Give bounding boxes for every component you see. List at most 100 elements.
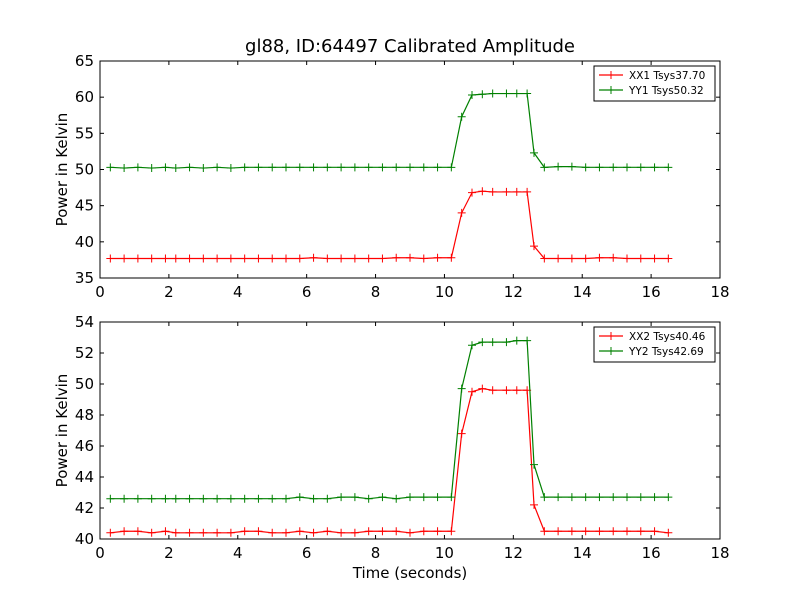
bottom-series-2-point [540, 493, 549, 502]
top-series-1-point [502, 187, 511, 196]
figure-title: gl88, ID:64497 Calibrated Amplitude [245, 36, 575, 57]
bottom-series-2-point [554, 493, 563, 502]
bottom-series-1-point [106, 528, 115, 537]
top-series-2-point [161, 163, 170, 172]
bottom-series-2-point [133, 494, 142, 503]
bottom-series-1-point [268, 528, 277, 537]
bottom-x-tick-label: 8 [371, 544, 381, 562]
top-series-1-point [199, 254, 208, 263]
top-series-1-point [406, 253, 414, 262]
bottom-x-tick-label: 0 [95, 544, 105, 562]
top-series-1-point [664, 254, 673, 263]
bottom-series-1-point [120, 527, 129, 536]
bottom-series-2-point [337, 493, 346, 502]
top-series-2-point [282, 163, 290, 172]
top-series-2-point [295, 163, 304, 172]
bottom-series-2-point [240, 494, 249, 503]
bottom-series-1-point [254, 527, 263, 536]
top-series-2-point [530, 148, 538, 157]
top-series-2-point [147, 164, 156, 173]
top-series-1-point [636, 254, 645, 263]
top-series-1-point [530, 242, 538, 251]
bottom-series-1-point [378, 527, 387, 536]
top-series-2-point [378, 163, 387, 172]
top-y-tick-label: 55 [75, 124, 94, 142]
top-series-1-point [478, 187, 487, 196]
bottom-series-2-point [106, 494, 115, 503]
bottom-y-axis-label: Power in Kelvin [53, 374, 71, 488]
top-series-2-point [512, 89, 521, 98]
top-series-1-point [378, 254, 387, 263]
bottom-series-1-point [468, 387, 476, 396]
top-series-1-point [226, 254, 235, 263]
bottom-series-1-point [350, 528, 359, 537]
bottom-y-tick-label: 42 [75, 499, 94, 517]
bottom-y-tick-label: 52 [75, 344, 94, 362]
top-series-2-point [623, 163, 631, 172]
top-series-1-point [364, 254, 373, 263]
top-series-2-point [337, 163, 346, 172]
top-series-2-point [468, 90, 476, 99]
bottom-x-tick-label: 14 [573, 544, 592, 562]
top-series-1-point [268, 254, 277, 263]
bottom-series-2-point [392, 494, 401, 503]
top-series-2-point [502, 89, 511, 98]
top-series-2-point [581, 163, 590, 172]
bottom-series-1-point [502, 386, 511, 395]
top-x-tick-label: 12 [504, 283, 523, 301]
bottom-series-1-point [364, 527, 373, 536]
bottom-series-1-point [323, 527, 332, 536]
bottom-series-1-point [199, 528, 208, 537]
top-y-tick-label: 35 [75, 269, 94, 287]
bottom-series-1-point [295, 527, 304, 536]
top-series-1-point [161, 254, 170, 263]
top-series-1-point [240, 254, 249, 263]
top-series-2-point [650, 163, 659, 172]
top-x-tick-label: 0 [95, 283, 105, 301]
top-series-2-point [567, 162, 576, 171]
top-legend-label-1: XX1 Tsys37.70 [629, 70, 705, 82]
bottom-series-1-point [447, 527, 456, 536]
top-series-1-point [512, 187, 521, 196]
top-x-tick-label: 16 [642, 283, 661, 301]
bottom-series-2-point [623, 493, 631, 502]
top-series-2-point [254, 163, 263, 172]
bottom-series-1-point [406, 528, 414, 537]
top-x-tick-label: 8 [371, 283, 381, 301]
top-series-1-point [147, 254, 156, 263]
top-series-2-point [488, 89, 497, 98]
bottom-series-2-point [254, 494, 263, 503]
top-x-tick-label: 18 [710, 283, 729, 301]
top-legend-marker-2 [607, 86, 615, 94]
bottom-series-2-point [185, 494, 194, 503]
bottom-series-1-point [240, 527, 249, 536]
bottom-series-2-point [530, 460, 538, 469]
bottom-series-1-point [478, 384, 487, 393]
top-series-1-point [309, 253, 318, 262]
top-series-1-point [595, 253, 604, 262]
bottom-series-2-point [378, 493, 387, 502]
top-series-1-point [323, 254, 332, 263]
top-series-2-point [364, 163, 373, 172]
bottom-series-1-point [609, 527, 618, 536]
top-series-1-point [650, 254, 659, 263]
top-y-axis-label: Power in Kelvin [53, 113, 71, 227]
top-series-2-point [226, 164, 235, 173]
bottom-series-1-point [213, 528, 222, 537]
top-series-2-point [323, 163, 332, 172]
bottom-series-1-point [419, 527, 428, 536]
bottom-series-2-point [199, 494, 208, 503]
bottom-series-2-point [268, 494, 277, 503]
top-series-1-point [623, 254, 631, 263]
bottom-series-2-point [282, 494, 290, 503]
top-chart-panel: 0 2 4 6 8 10 12 14 16 18 35 40 45 50 55 60 65 Power in Ke… [53, 52, 730, 301]
bottom-series-2-point [295, 493, 304, 502]
top-series-1-point [120, 254, 129, 263]
top-legend-label-2: YY1 Tsys50.32 [628, 85, 704, 97]
bottom-series-1-point [650, 527, 659, 536]
bottom-x-tick-label: 12 [504, 544, 523, 562]
top-x-tick-label: 2 [164, 283, 174, 301]
top-legend-marker-1 [607, 71, 615, 79]
bottom-series-2-point [478, 338, 487, 347]
